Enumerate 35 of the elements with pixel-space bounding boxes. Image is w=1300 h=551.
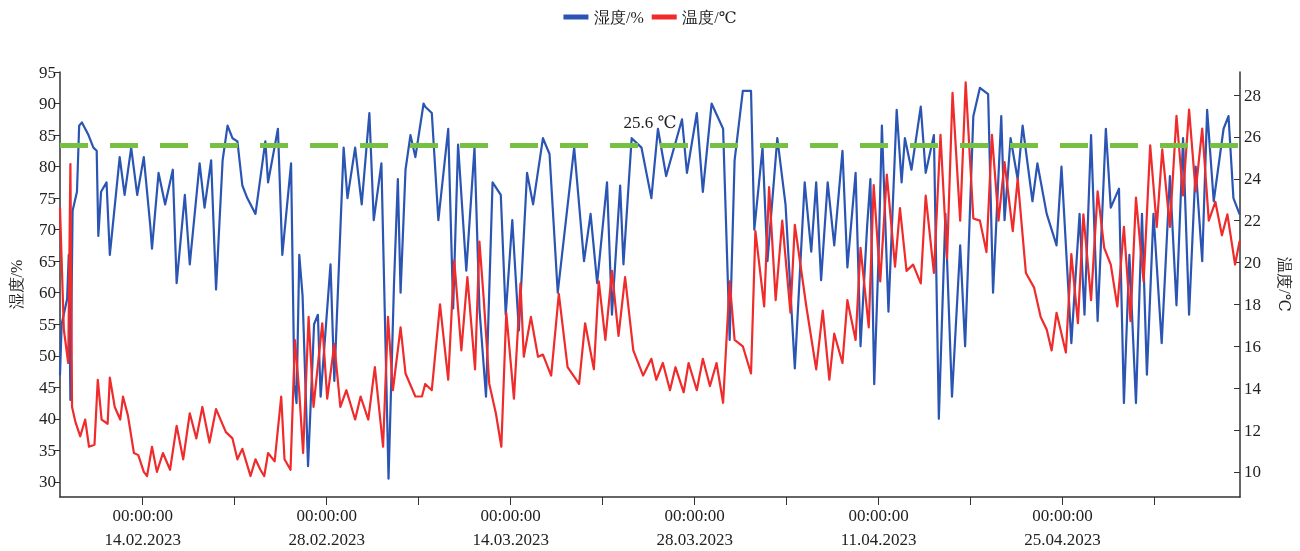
- y-tick-label: 65: [39, 251, 56, 271]
- x-tick-label: 00:00:00 11.04.2023: [840, 505, 917, 549]
- y-tick-label: 75: [39, 188, 56, 208]
- ref-line-label: 25.6 ℃: [623, 113, 677, 133]
- legend-label: 湿度/%: [593, 8, 644, 26]
- y-tick-label: 55: [39, 314, 56, 334]
- y2-tick-label: 14: [1244, 378, 1262, 398]
- y-tick-label: 70: [39, 220, 56, 240]
- x-tick-label: 00:00:00 14.03.2023: [472, 505, 549, 549]
- x-tick-label: 00:00:00 25.04.2023: [1024, 505, 1101, 549]
- y-tick-label: 50: [39, 346, 56, 366]
- x-tick-label: 00:00:00 14.02.2023: [104, 505, 181, 549]
- y2-tick-label: 22: [1244, 211, 1261, 231]
- y-tick-label: 45: [39, 377, 56, 397]
- y2-tick-label: 12: [1244, 420, 1261, 440]
- y2-tick-label: 28: [1244, 85, 1261, 105]
- x-tick-label: 00:00:00 28.03.2023: [656, 505, 733, 549]
- y-tick-label: 40: [39, 409, 56, 429]
- y2-tick-label: 24: [1244, 169, 1262, 189]
- x-tick-label: 00:00:00 28.02.2023: [288, 505, 365, 549]
- y2-tick-label: 16: [1244, 336, 1261, 356]
- y2-tick-label: 26: [1244, 127, 1261, 147]
- y-tick-label: 35: [39, 440, 56, 460]
- y2-tick-label: 20: [1244, 253, 1261, 273]
- y-tick-label: 80: [39, 157, 56, 177]
- y2-axis-title: 温度/℃: [1275, 257, 1293, 312]
- y-tick-label: 90: [39, 94, 56, 114]
- legend-label: 温度/℃: [682, 8, 737, 26]
- y-tick-label: 85: [39, 125, 56, 145]
- y-tick-label: 60: [39, 283, 56, 303]
- y2-tick-label: 18: [1244, 294, 1261, 314]
- y-tick-label: 30: [39, 472, 56, 492]
- y-axis-title: 湿度/%: [7, 259, 25, 310]
- y2-tick-label: 10: [1244, 462, 1261, 482]
- y-tick-label: 95: [39, 62, 56, 82]
